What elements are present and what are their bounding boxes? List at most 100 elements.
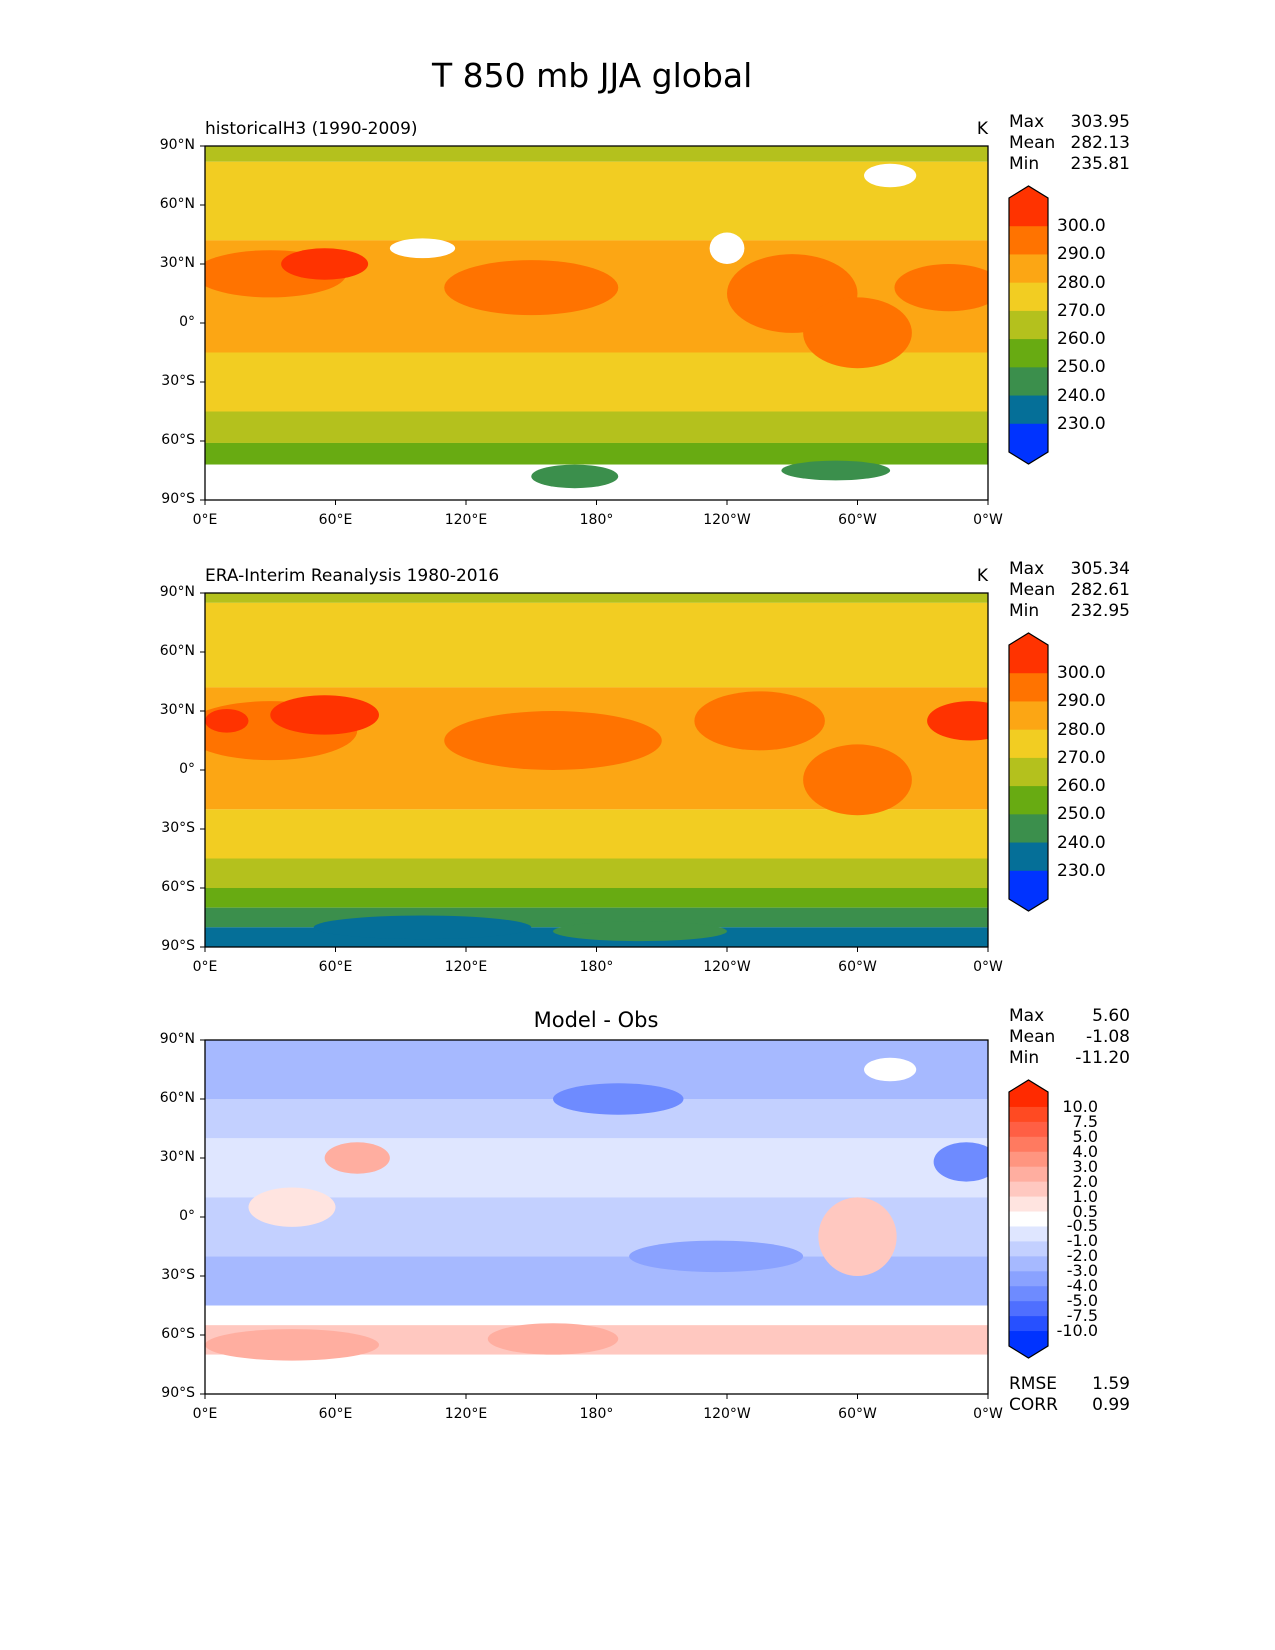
contour-region (313, 915, 532, 940)
y-tick-label: 30°S (161, 373, 195, 389)
colorbar-segment (1009, 814, 1048, 844)
x-tick-label: 0°E (192, 959, 218, 975)
panel-title: ERA-Interim Reanalysis 1980-2016 (205, 566, 500, 586)
contour-band (205, 146, 988, 162)
colorbar-segment (1009, 310, 1048, 340)
colorbar-segment (1009, 198, 1048, 227)
contour-region (553, 1083, 684, 1115)
contour-region (553, 921, 727, 942)
colorbar-label: 270.0 (1057, 747, 1106, 768)
contour-region (444, 260, 619, 316)
y-tick-label: 90°S (161, 938, 195, 954)
contour-region (487, 1323, 619, 1355)
stat-label-mean: Mean (1009, 1027, 1056, 1047)
stat-label-max: Max (1009, 559, 1045, 579)
contour-region (248, 1187, 336, 1227)
x-tick-label: 120°E (444, 1406, 488, 1422)
colorbar-label: 240.0 (1057, 385, 1106, 406)
colorbar-label: 260.0 (1057, 776, 1106, 797)
x-tick-label: 180° (579, 1406, 614, 1422)
figure-title: T 850 mb JJA global (432, 56, 753, 95)
colorbar-segment (1009, 870, 1048, 900)
contour-region (270, 695, 379, 735)
stat-value-min: 232.95 (1070, 601, 1130, 621)
colorbar-segment (1009, 786, 1048, 815)
colorbar-label: -4.0 (1066, 1276, 1098, 1296)
stat-label-max: Max (1009, 1006, 1045, 1026)
stat-value-max: 305.34 (1070, 559, 1130, 579)
colorbar-label: -2.0 (1066, 1246, 1098, 1266)
colorbar-segment (1009, 842, 1048, 872)
colorbar-label: 280.0 (1057, 272, 1106, 293)
x-tick-label: 60°W (838, 1406, 877, 1422)
rmse-value: 1.59 (1092, 1374, 1130, 1394)
contour-region (629, 1240, 804, 1273)
colorbar-segment (1009, 395, 1048, 425)
colorbar-label: 250.0 (1057, 357, 1106, 378)
contour-region (205, 709, 249, 733)
contour-region (927, 701, 988, 741)
contour-region (894, 264, 988, 312)
colorbar-label: 3.0 (1072, 1156, 1098, 1176)
colorbar-segment (1009, 226, 1048, 255)
y-tick-label: 0° (179, 314, 195, 330)
colorbar-outline (1008, 632, 1049, 912)
x-tick-label: 60°E (318, 959, 353, 975)
y-tick-label: 60°N (159, 643, 195, 659)
map-field-1 (205, 593, 988, 947)
colorbar-segment (1009, 1286, 1048, 1302)
colorbar-segment (1009, 1196, 1048, 1213)
y-tick-label: 90°N (159, 584, 195, 600)
colorbar-extend-max (1009, 633, 1048, 645)
contour-band (205, 1305, 988, 1326)
colorbar-extend-min (1009, 1346, 1048, 1358)
colorbar-segment (1009, 1211, 1048, 1227)
colorbar-label: -7.5 (1066, 1306, 1098, 1326)
stat-value-min: -11.20 (1075, 1048, 1130, 1068)
colorbar-label: 240.0 (1057, 832, 1106, 853)
y-tick-label: 60°S (161, 879, 195, 895)
contour-region (709, 232, 745, 264)
corr-value: 0.99 (1092, 1395, 1130, 1415)
x-tick-label: 180° (579, 512, 614, 528)
contour-band (205, 593, 988, 603)
colorbar-outline (1008, 185, 1049, 465)
x-tick-label: 60°E (318, 512, 353, 528)
y-tick-label: 30°S (161, 820, 195, 836)
colorbar-label: 270.0 (1057, 300, 1106, 321)
colorbar-label: 290.0 (1057, 244, 1106, 265)
colorbar-label: 10.0 (1062, 1096, 1098, 1116)
contour-band (205, 161, 988, 241)
panel-title: historicalH3 (1990-2009) (205, 119, 418, 139)
colorbar-segment (1009, 729, 1048, 759)
stat-label-min: Min (1009, 1048, 1040, 1068)
contour-region (933, 1142, 988, 1182)
colorbar-segment (1009, 1301, 1048, 1317)
colorbar-label: 250.0 (1057, 804, 1106, 825)
colorbar-segment (1009, 1331, 1048, 1347)
x-tick-label: 120°W (703, 512, 751, 528)
stat-label-min: Min (1009, 154, 1040, 174)
colorbar-outline (1008, 1079, 1049, 1359)
colorbar-segment (1009, 1256, 1048, 1272)
colorbar-label: 4.0 (1072, 1141, 1098, 1161)
colorbar-label: -5.0 (1066, 1291, 1098, 1311)
y-tick-label: 60°S (161, 1326, 195, 1342)
colorbar-label: -1.0 (1066, 1231, 1098, 1251)
colorbar-segment (1009, 645, 1048, 674)
contour-region (864, 1057, 917, 1082)
colorbar-label: 2.0 (1072, 1171, 1098, 1191)
colorbar-segment (1009, 1121, 1048, 1138)
stat-value-max: 303.95 (1070, 112, 1130, 132)
x-tick-label: 60°W (838, 959, 877, 975)
colorbar-label: -3.0 (1066, 1261, 1098, 1281)
stat-label-mean: Mean (1009, 580, 1056, 600)
colorbar-label: 5.0 (1072, 1126, 1098, 1146)
contour-region (694, 691, 825, 751)
colorbar-label: 1.0 (1072, 1186, 1098, 1206)
x-tick-label: 0°E (192, 1406, 218, 1422)
x-tick-label: 120°W (703, 959, 751, 975)
units-label: K (976, 566, 988, 586)
contour-region (803, 297, 912, 369)
